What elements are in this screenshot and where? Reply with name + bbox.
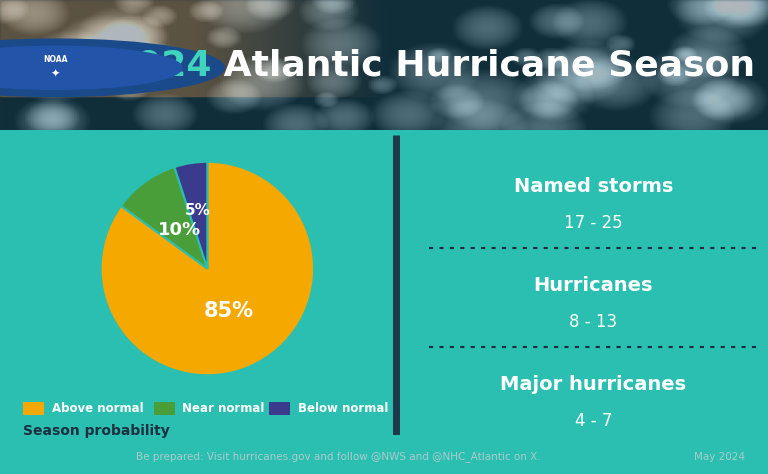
Text: Be prepared: Visit hurricanes.gov and follow @NWS and @NHC_Atlantic on X.: Be prepared: Visit hurricanes.gov and fo… — [136, 451, 540, 463]
FancyBboxPatch shape — [269, 402, 290, 415]
Text: Hurricanes: Hurricanes — [534, 275, 653, 295]
Text: 2024: 2024 — [111, 48, 212, 82]
FancyBboxPatch shape — [23, 402, 44, 415]
Text: 17 - 25: 17 - 25 — [564, 214, 623, 232]
Text: 10%: 10% — [157, 221, 200, 239]
Text: Atlantic Hurricane Season Outlook: Atlantic Hurricane Season Outlook — [211, 48, 768, 82]
Text: NOAA: NOAA — [43, 55, 68, 64]
Text: 8 - 13: 8 - 13 — [569, 313, 617, 331]
Wedge shape — [101, 162, 314, 375]
Wedge shape — [121, 167, 207, 268]
Text: Near normal: Near normal — [182, 402, 265, 415]
Circle shape — [0, 46, 182, 89]
Text: Season probability: Season probability — [23, 424, 170, 438]
Text: 5%: 5% — [185, 203, 211, 218]
Text: Above normal: Above normal — [52, 402, 144, 415]
FancyBboxPatch shape — [154, 402, 174, 415]
Text: Named storms: Named storms — [514, 176, 673, 196]
Text: May 2024: May 2024 — [694, 452, 745, 462]
Text: ✦: ✦ — [51, 69, 60, 79]
Wedge shape — [174, 162, 207, 268]
Text: 85%: 85% — [204, 301, 254, 321]
Circle shape — [0, 39, 224, 97]
Text: 4 - 7: 4 - 7 — [574, 412, 612, 430]
Text: Below normal: Below normal — [298, 402, 388, 415]
Text: Major hurricanes: Major hurricanes — [500, 374, 687, 394]
